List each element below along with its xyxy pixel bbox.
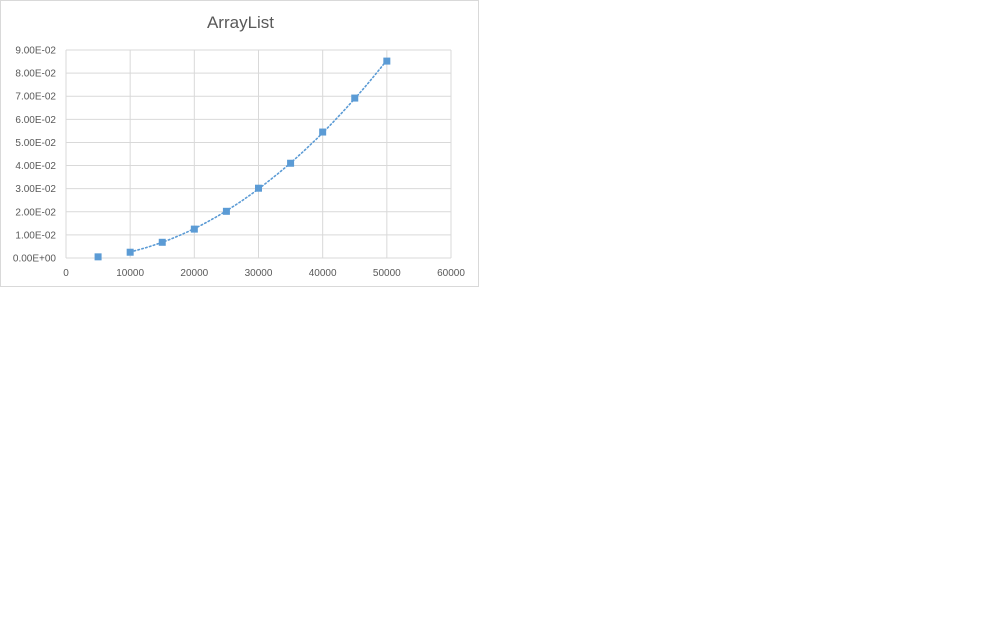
data-point: [222, 207, 230, 215]
data-point: [255, 184, 262, 192]
x-tick-label: 0: [63, 268, 69, 279]
data-point: [94, 253, 102, 261]
data-point: [287, 159, 295, 167]
y-tick-label: 5.00E-02: [15, 138, 56, 149]
data-point: [383, 57, 391, 65]
data-point: [126, 248, 134, 256]
chart-area: ArrayList 0.00E+00 1.00E-02 2.00E-02 3.00E-…: [0, 0, 479, 287]
y-tick-label: 0.00E+00: [13, 254, 57, 265]
x-axis-ticks: 0 10000 20000 30000 40000 50000 60000: [63, 268, 465, 279]
data-point: [351, 94, 359, 102]
x-tick-label: 20000: [180, 268, 208, 279]
y-axis-ticks: 0.00E+00 1.00E-02 2.00E-02 3.00E-02 4.00E-02…: [13, 46, 57, 265]
y-tick-label: 8.00E-02: [15, 69, 56, 80]
chart-title: ArrayList: [206, 13, 275, 32]
y-tick-label: 6.00E-02: [15, 115, 56, 126]
scatter-plot: 0.00E+00 1.00E-02 2.00E-02 3.00E-02 4.00E-02…: [13, 46, 465, 280]
gridlines: [65, 49, 452, 259]
y-tick-label: 4.00E-02: [15, 161, 56, 172]
data-point: [158, 238, 166, 246]
x-tick-label: 50000: [373, 268, 401, 279]
y-tick-label: 3.00E-02: [15, 184, 56, 195]
x-tick-label: 60000: [437, 268, 465, 279]
data-point: [319, 128, 327, 136]
x-tick-label: 40000: [309, 268, 337, 279]
y-tick-label: 2.00E-02: [15, 207, 56, 218]
x-tick-label: 10000: [116, 268, 144, 279]
y-tick-label: 7.00E-02: [15, 92, 56, 103]
y-tick-label: 1.00E-02: [15, 230, 56, 241]
x-tick-label: 30000: [245, 268, 273, 279]
y-tick-label: 9.00E-02: [15, 46, 56, 57]
data-points: [94, 57, 391, 261]
data-point: [190, 225, 198, 233]
